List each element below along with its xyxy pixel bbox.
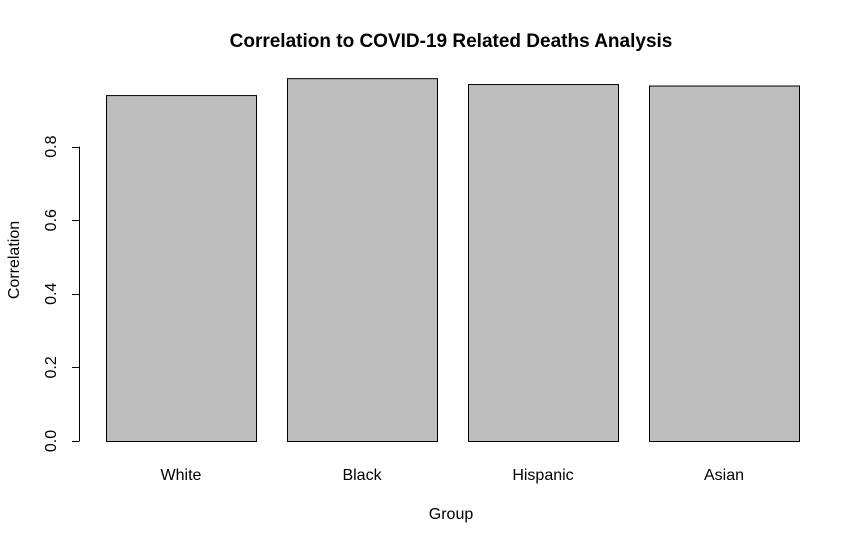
category-label: Asian — [704, 467, 744, 484]
y-axis: 0.0 0.2 0.4 0.6 0.8 — [43, 135, 80, 452]
bar-white — [106, 95, 257, 443]
y-axis-label: Correlation — [6, 221, 23, 299]
y-tick-label: 0.4 — [43, 283, 60, 305]
y-tick-label: 0.8 — [43, 135, 60, 157]
category-label: Black — [342, 467, 382, 484]
category-label: White — [161, 467, 202, 484]
x-axis-label: Group — [429, 506, 474, 523]
chart-title: Correlation to COVID-19 Related Deaths A… — [230, 31, 673, 52]
bar-asian — [649, 85, 800, 443]
category-label: Hispanic — [512, 467, 573, 484]
y-tick-label: 0.2 — [43, 356, 60, 378]
bars-group — [106, 78, 800, 443]
y-tick-label: 0.0 — [43, 430, 60, 452]
category-labels-group: White Black Hispanic Asian — [161, 467, 744, 484]
bar-hispanic — [468, 84, 619, 442]
bar-black — [287, 78, 438, 442]
y-tick-label: 0.6 — [43, 209, 60, 231]
